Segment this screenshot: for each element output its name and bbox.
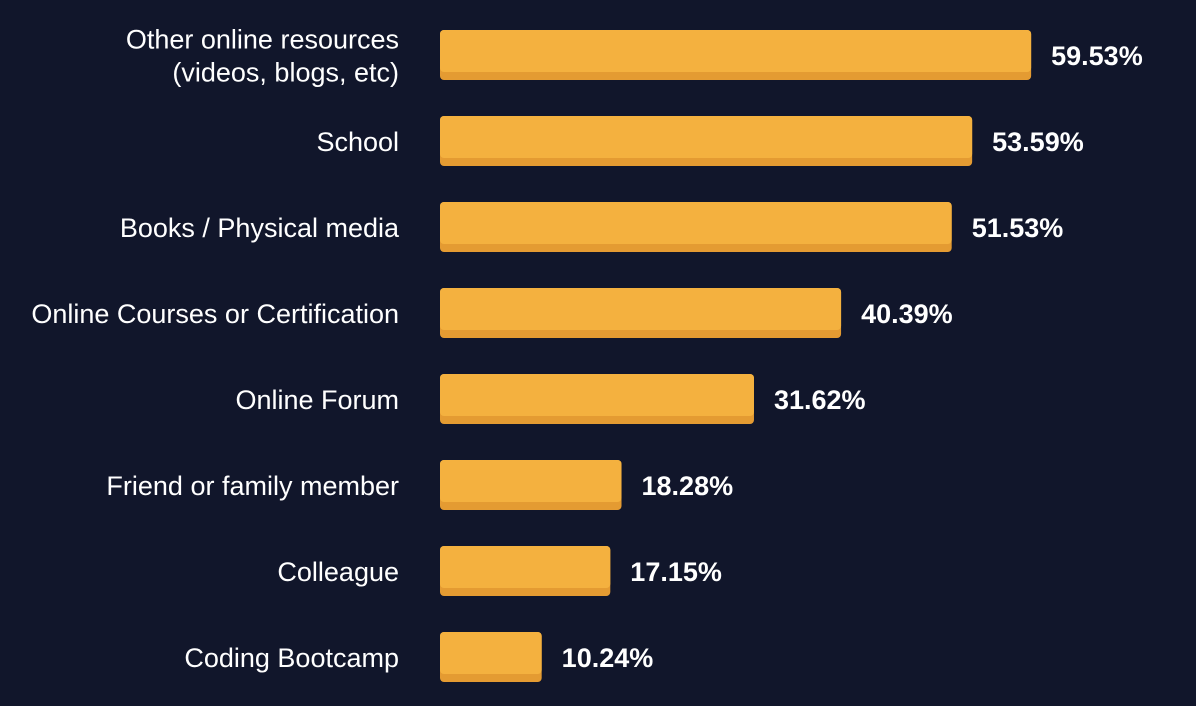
bar-group: 17.15% Colleague (277, 546, 722, 596)
bar-highlight (440, 632, 542, 674)
value-label: 31.62% (774, 385, 866, 415)
value-label: 10.24% (562, 643, 654, 673)
category-label-line: Books / Physical media (120, 213, 400, 243)
category-label: Online Forum (235, 385, 399, 415)
category-label-line: (videos, blogs, etc) (172, 58, 399, 88)
category-label: School (316, 127, 399, 157)
category-label-line: Friend or family member (106, 471, 399, 501)
category-label-line: Online Forum (235, 385, 399, 415)
bar-highlight (440, 546, 611, 588)
bar-highlight (440, 288, 842, 330)
category-label: Other online resources (videos, blogs, et… (126, 25, 399, 88)
value-label: 59.53% (1051, 41, 1143, 71)
value-label: 18.28% (642, 471, 734, 501)
bar-group: 53.59% School (316, 116, 1084, 166)
category-label-line: Colleague (277, 557, 399, 587)
bar-group: 40.39% Online Courses or Certification (31, 288, 953, 338)
value-label: 17.15% (630, 557, 722, 587)
value-label: 40.39% (861, 299, 953, 329)
bar-group: 18.28% Friend or family member (106, 460, 733, 510)
bar-highlight (440, 202, 952, 244)
value-label: 53.59% (992, 127, 1084, 157)
bar-group: 59.53% Other online resources (videos, blo… (126, 25, 1143, 88)
category-label: Friend or family member (106, 471, 399, 501)
category-label-line: Coding Bootcamp (184, 643, 399, 673)
bar-group: 10.24% Coding Bootcamp (184, 632, 653, 682)
category-label-line: Other online resources (126, 25, 399, 55)
category-label-line: School (316, 127, 399, 157)
category-label: Colleague (277, 557, 399, 587)
bar-highlight (440, 460, 622, 502)
category-label: Books / Physical media (120, 213, 400, 243)
category-label: Coding Bootcamp (184, 643, 399, 673)
bar-highlight (440, 374, 754, 416)
category-label-line: Online Courses or Certification (31, 299, 399, 329)
bar-highlight (440, 116, 973, 158)
bar-group: 51.53% Books / Physical media (120, 202, 1063, 252)
bar-group: 31.62% Online Forum (235, 374, 866, 424)
value-label: 51.53% (972, 213, 1064, 243)
category-label: Online Courses or Certification (31, 299, 399, 329)
bar-highlight (440, 30, 1032, 72)
